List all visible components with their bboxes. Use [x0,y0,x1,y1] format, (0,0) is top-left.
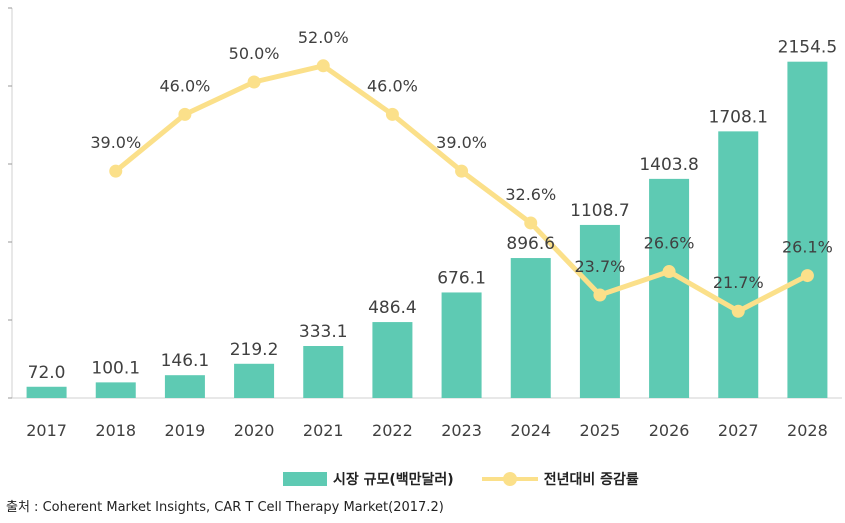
growth-label-2020: 50.0% [229,44,280,63]
growth-point-2028 [800,269,814,283]
growth-label-2027: 21.7% [713,273,764,292]
growth-label-2026: 26.6% [644,234,695,253]
bar-label-2019: 146.1 [161,351,210,371]
bar-2025 [579,224,620,398]
line-series [109,59,814,318]
growth-point-2024 [524,216,538,230]
bar-label-2017: 72.0 [28,363,66,383]
bar-2027 [718,131,759,398]
legend-item-growth-rate: 전년대비 증감률 [481,469,639,489]
legend-line-swatch [481,472,538,486]
x-tick-2017: 2017 [26,421,67,440]
growth-label-2025: 23.7% [575,257,626,276]
growth-label-2028: 26.1% [782,238,833,257]
bar-label-2021: 333.1 [299,322,348,342]
growth-point-2018 [109,164,123,178]
x-axis-ticks: 2017 2018 2019 2020 2021 2022 2023 2024 2025 2026… [26,421,828,440]
bar-label-2028: 2154.5 [778,38,837,58]
bar-label-2025: 1108.7 [570,201,629,221]
growth-label-2019: 46.0% [160,76,211,95]
bar-2024 [510,258,551,398]
x-tick-2021: 2021 [303,421,344,440]
bar-2019 [164,375,205,398]
growth-point-2023 [455,164,469,178]
bar-label-2022: 486.4 [368,298,417,318]
growth-point-2021 [316,59,330,73]
bar-2017 [26,386,67,398]
growth-label-2023: 39.0% [436,133,487,152]
x-tick-2028: 2028 [787,421,828,440]
bar-label-2026: 1403.8 [639,155,698,175]
legend-item-market-size: 시장 규모(백만달러) [283,469,454,489]
legend: 시장 규모(백만달러) 전년대비 증감률 [283,468,667,490]
bar-2018 [95,382,136,398]
legend-line-label: 전년대비 증감률 [543,472,639,488]
growth-point-2019 [178,107,192,121]
growth-label-2022: 46.0% [367,76,418,95]
x-tick-2026: 2026 [649,421,690,440]
bar-2028 [787,61,828,398]
x-tick-2018: 2018 [95,421,136,440]
x-tick-2025: 2025 [580,421,621,440]
growth-label-2018: 39.0% [90,133,141,152]
growth-point-2022 [385,107,399,121]
bar-label-2023: 676.1 [437,268,486,288]
bar-2023 [441,292,482,398]
x-tick-2019: 2019 [165,421,206,440]
growth-point-2026 [662,265,676,279]
data-labels: 72.0 100.1 146.1 219.2 333.1 486.4 676.1 896.6 1… [28,28,838,383]
legend-bar-label: 시장 규모(백만달러) [333,472,454,488]
bar-label-2020: 219.2 [230,340,279,360]
bar-series [26,61,828,398]
bar-label-2018: 100.1 [91,358,140,378]
growth-point-2025 [593,288,607,302]
x-tick-2023: 2023 [441,421,482,440]
source-note: 출처 : Coherent Market Insights, CAR T Cel… [6,500,444,515]
chart: 72.0 100.1 146.1 219.2 333.1 486.4 676.1 896.6 1… [8,7,842,440]
bar-2021 [303,346,344,398]
growth-point-2020 [247,75,261,89]
x-tick-2027: 2027 [718,421,759,440]
legend-bar-swatch [283,472,327,486]
bar-2026 [649,178,690,398]
growth-label-2024: 32.6% [505,185,556,204]
x-tick-2020: 2020 [234,421,275,440]
bar-2022 [372,322,413,398]
x-tick-2024: 2024 [510,421,551,440]
growth-point-2027 [731,304,745,318]
x-tick-2022: 2022 [372,421,413,440]
growth-label-2021: 52.0% [298,28,349,47]
bar-label-2027: 1708.1 [709,107,768,127]
bar-2020 [234,363,275,398]
bar-label-2024: 896.6 [506,234,555,254]
